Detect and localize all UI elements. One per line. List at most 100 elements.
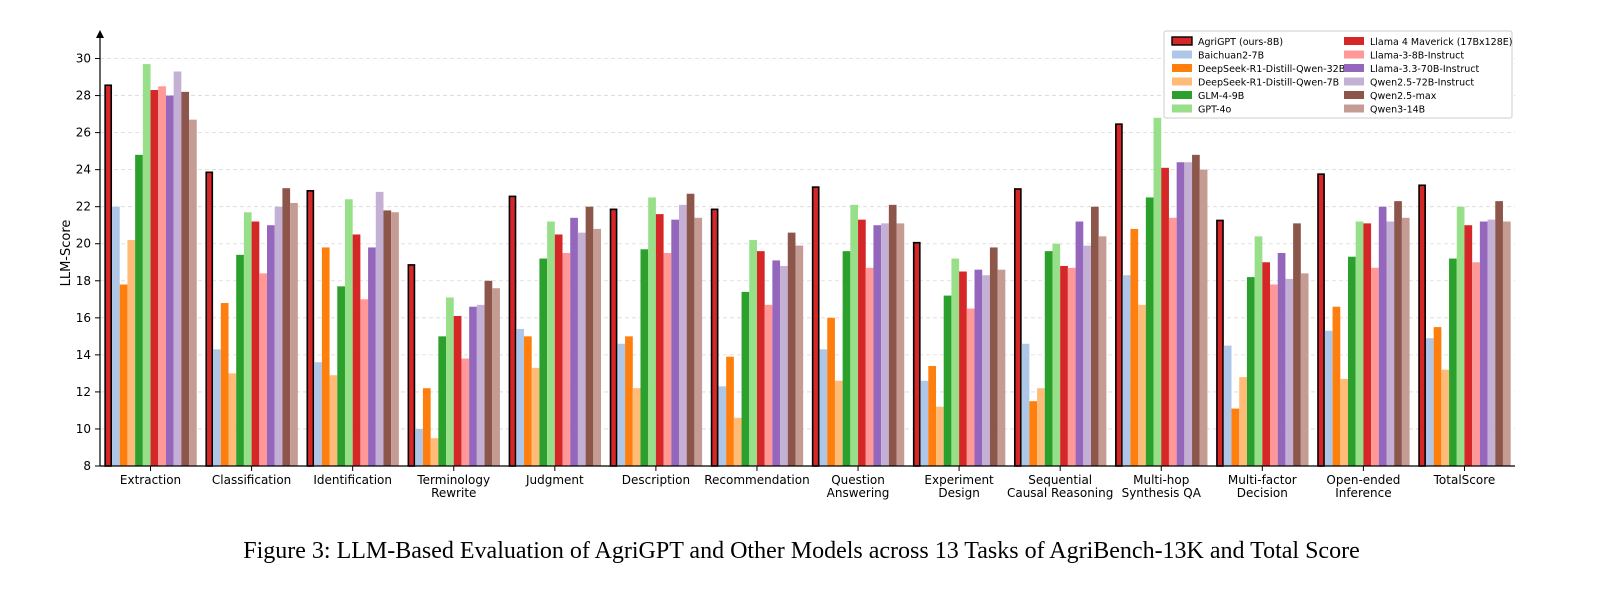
x-tick-label: Synthesis QA (1122, 486, 1202, 500)
bar (1386, 221, 1395, 466)
y-tick-label: 22 (76, 200, 91, 214)
bar (1495, 201, 1503, 466)
bar (282, 188, 291, 466)
bar (274, 206, 283, 466)
bar (772, 260, 781, 466)
bar (1371, 267, 1379, 466)
bar (516, 328, 525, 466)
bar (1487, 219, 1496, 466)
y-tick-label: 12 (76, 385, 91, 399)
bar (1029, 401, 1038, 466)
bar (1153, 117, 1162, 466)
bar (1394, 201, 1402, 466)
legend-swatch (1344, 77, 1364, 86)
bar-chart: 8 10 12 14 16 18 20 22 24 26 28 30 Extraction Classif… (59, 30, 1515, 500)
bar (928, 365, 937, 466)
bar (795, 245, 804, 466)
bar (827, 317, 835, 466)
bar (422, 388, 431, 466)
bar (1013, 188, 1022, 467)
bar (1239, 377, 1247, 466)
bar (1378, 206, 1387, 466)
bar (1479, 221, 1488, 466)
bar (1441, 369, 1450, 466)
bar (920, 380, 929, 466)
bar (391, 212, 399, 466)
legend-swatch (1172, 77, 1192, 86)
bar (1060, 265, 1068, 466)
bar (251, 221, 260, 466)
bar (531, 367, 540, 466)
x-tick-label: Question (831, 473, 885, 487)
x-tick-label: Classification (212, 473, 291, 487)
bar (181, 91, 190, 466)
x-tick-label: Extraction (120, 473, 181, 487)
bar (407, 264, 416, 467)
bar (1067, 267, 1076, 466)
legend-swatch (1344, 64, 1364, 72)
bar (780, 265, 788, 466)
bar (476, 304, 485, 466)
bar (1456, 206, 1465, 466)
y-axis-label: LLM-Score (59, 220, 74, 287)
bar (655, 214, 664, 466)
y-tick-label: 30 (76, 52, 91, 66)
bar (1502, 221, 1511, 466)
bar (959, 271, 967, 466)
bar (819, 349, 828, 466)
x-tick-label: Answering (827, 486, 890, 500)
legend-label: Qwen3-14B (1370, 105, 1425, 116)
bar (625, 336, 633, 466)
y-tick-label: 26 (76, 126, 91, 140)
bar (671, 219, 679, 466)
bar (951, 258, 960, 466)
bar (492, 288, 500, 466)
bar (632, 388, 641, 466)
bar (150, 90, 159, 466)
x-tick-label: Identification (313, 473, 392, 487)
legend-swatch (1344, 37, 1364, 45)
bar (648, 197, 656, 466)
bar (912, 241, 921, 467)
bar (811, 186, 820, 467)
bar (1270, 284, 1278, 466)
bar (1472, 262, 1480, 466)
bar (213, 349, 221, 466)
bar (228, 373, 237, 466)
legend-label: GPT-4o (1198, 105, 1231, 116)
bar (1122, 275, 1131, 466)
y-tick-label: 18 (76, 274, 91, 288)
bar (1037, 388, 1045, 466)
bar (1332, 306, 1341, 466)
y-tick-label: 24 (76, 163, 91, 177)
bar (896, 223, 905, 466)
bar (888, 204, 897, 466)
bar (710, 208, 719, 467)
bar (1216, 219, 1224, 467)
bar (1083, 245, 1091, 466)
bar (1199, 169, 1208, 467)
bar (547, 221, 555, 466)
bar (1168, 217, 1177, 466)
x-tick-label: Multi-factor (1228, 473, 1297, 487)
bar (360, 299, 369, 466)
legend-label: GLM-4-9B (1198, 91, 1244, 102)
bar (368, 247, 376, 466)
bar (165, 95, 174, 466)
bar (1145, 197, 1154, 466)
bar (112, 206, 120, 466)
bar (1192, 154, 1200, 466)
bar (936, 406, 944, 466)
bar (453, 315, 462, 466)
bar (415, 428, 423, 466)
bar (508, 195, 517, 467)
y-tick-label: 10 (76, 422, 91, 436)
bar (446, 297, 454, 466)
bar (1433, 327, 1442, 466)
legend-label: Qwen2.5-72B-Instruct (1370, 78, 1474, 89)
bar (764, 304, 773, 466)
bar (236, 254, 244, 466)
bar (1231, 408, 1240, 466)
bar (787, 232, 796, 466)
bar (1340, 378, 1348, 466)
